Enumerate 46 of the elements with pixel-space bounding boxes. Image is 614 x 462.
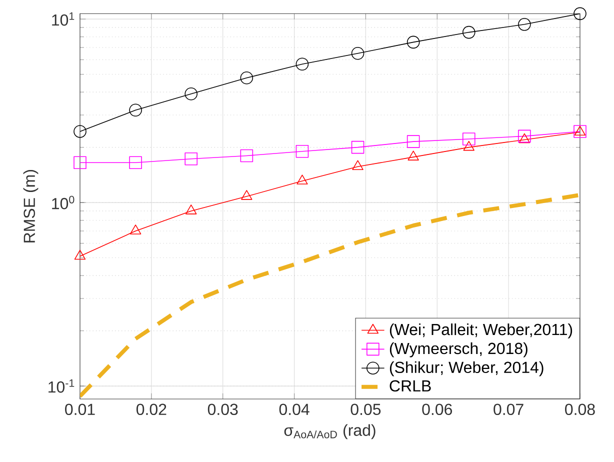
point (462, 132, 476, 146)
x-tick-label: 0.08 (565, 404, 595, 416)
x-tick-label: 0.07 (494, 404, 524, 416)
y-tick-label: 10$^{0}$ (52, 196, 74, 210)
point (406, 36, 420, 49)
point (74, 250, 86, 260)
point (240, 71, 254, 84)
legend-label: (Shikur; Weber, 2014) (390, 361, 544, 376)
y-axis-title: RMSE (m) (23, 170, 38, 242)
point (406, 135, 420, 148)
point (129, 104, 142, 117)
point (574, 7, 586, 20)
point (351, 46, 364, 60)
legend-label: (Wei; Palleit; Weber,2011) (390, 323, 572, 338)
point (518, 133, 530, 144)
point (351, 140, 364, 154)
point (186, 204, 197, 214)
point (296, 58, 309, 71)
point (296, 145, 309, 158)
x-tick-label: 0.05 (350, 404, 381, 416)
point (518, 18, 531, 31)
y-tick-label: 10$^{-1}$ (48, 379, 74, 393)
x-axis-title: σ$_{AoA/AoD}$ (rad) (284, 424, 376, 440)
point (74, 156, 86, 170)
point (463, 140, 474, 151)
point (352, 160, 364, 170)
point (240, 149, 254, 162)
line-series (80, 192, 580, 398)
point (296, 174, 308, 184)
point (518, 130, 531, 143)
point (408, 150, 419, 160)
point (184, 152, 198, 166)
legend-label: CRLB (390, 380, 431, 392)
x-tick-label: 0.01 (65, 404, 95, 416)
x-tick-label: 0.03 (208, 404, 238, 416)
point (462, 26, 476, 39)
y-tick-label: 10$^{1}$ (52, 12, 74, 26)
point (129, 156, 142, 170)
x-tick-label: 0.06 (422, 404, 452, 416)
point (184, 87, 198, 100)
point (241, 190, 252, 200)
legend-label: (Wymeersch, 2018) (390, 342, 528, 358)
x-tick-label: 0.02 (136, 404, 166, 416)
x-tick-label: 0.04 (279, 404, 310, 416)
point (130, 224, 142, 234)
point (74, 125, 86, 138)
